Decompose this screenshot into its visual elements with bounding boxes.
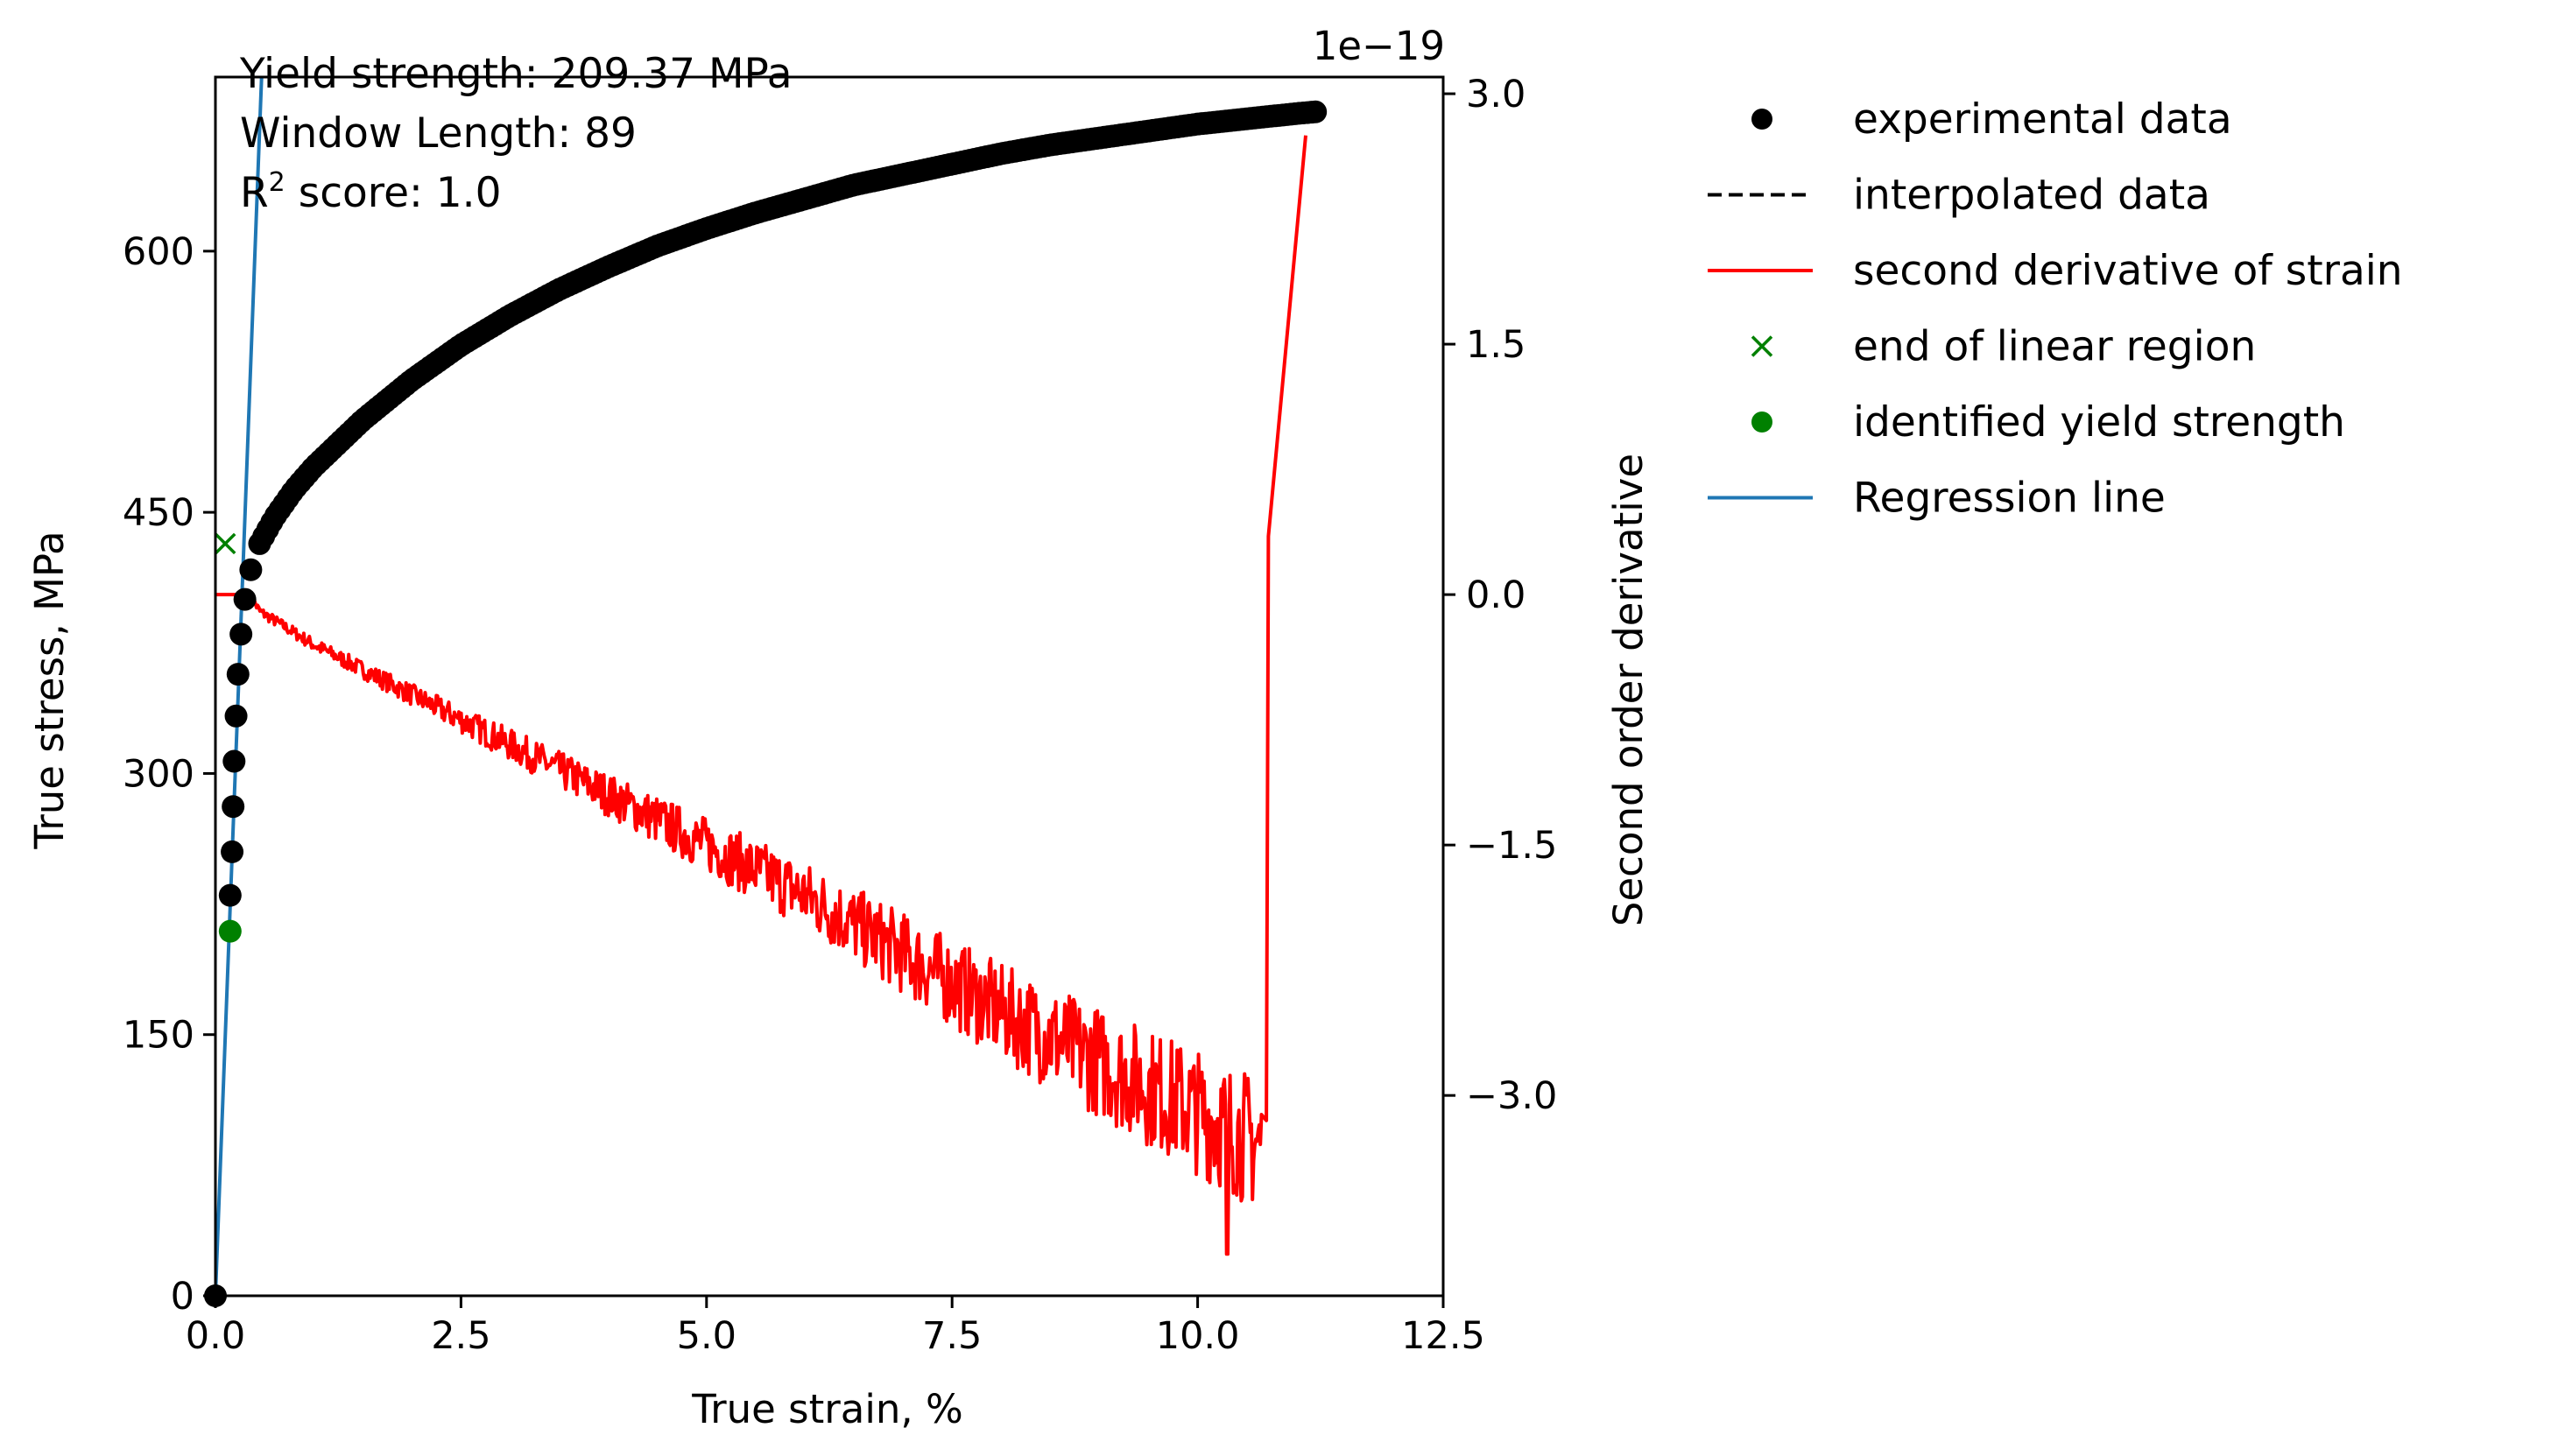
legend-label: second derivative of strain <box>1853 247 2403 295</box>
legend: experimental data interpolated data second… <box>1708 95 2403 523</box>
legend-label: end of linear region <box>1853 323 2256 371</box>
y2-tick-label: 1.5 <box>1466 323 1526 367</box>
y2-tick-label: −1.5 <box>1466 824 1557 868</box>
experimental-data-point <box>222 749 246 773</box>
plot-area <box>204 77 1328 1307</box>
x-tick-label: 0.0 <box>186 1314 245 1358</box>
regression-line <box>215 77 264 1296</box>
experimental-data-point <box>226 663 250 686</box>
y-tick-label: 600 <box>123 230 194 274</box>
experimental-data-point <box>221 840 244 863</box>
legend-marker <box>1751 411 1772 433</box>
legend-label: Regression line <box>1853 475 2166 523</box>
end-of-linear-region-stroke <box>214 532 236 555</box>
r2-score-text: score: 1.0 <box>285 169 502 217</box>
identified-yield-strength-point <box>218 919 242 943</box>
y2-tick-label: 0.0 <box>1466 573 1526 617</box>
experimental-data-point <box>224 704 248 728</box>
x-tick-label: 2.5 <box>431 1314 490 1358</box>
x-tick-label: 10.0 <box>1156 1314 1240 1358</box>
x-axis-label: True strain, % <box>691 1386 962 1432</box>
r2-symbol: R <box>240 169 269 217</box>
yield-strength-annotation: Yield strength: 209.37 MPa <box>239 50 793 98</box>
legend-marker <box>1751 335 1773 357</box>
y-axis-label: True stress, MPa <box>26 531 73 849</box>
window-length-annotation: Window Length: 89 <box>240 109 637 158</box>
end-of-linear-region-marker <box>214 532 236 555</box>
y2-tick-label: −3.0 <box>1466 1074 1557 1118</box>
y-tick-label: 0 <box>171 1275 194 1319</box>
experimental-data-point <box>233 587 257 611</box>
experimental-data-point <box>1304 100 1328 123</box>
annotations: Yield strength: 209.37 MPa Window Length… <box>26 23 1652 1432</box>
y2-axis-label: Second order derivative <box>1605 454 1652 926</box>
legend-marker <box>1751 109 1772 130</box>
x-tick-label: 12.5 <box>1401 1314 1485 1358</box>
r2-score-annotation: R2 score: 1.0 <box>240 167 502 217</box>
legend-label: interpolated data <box>1853 172 2210 220</box>
y2-tick-label: 3.0 <box>1466 73 1526 116</box>
experimental-data-point <box>222 795 245 819</box>
r2-superscript: 2 <box>269 167 285 198</box>
legend-label: experimental data <box>1853 95 2232 144</box>
legend-marker-stroke <box>1751 335 1773 357</box>
y-tick-label: 450 <box>123 491 194 535</box>
x-tick-label: 7.5 <box>922 1314 982 1358</box>
plot-frame <box>214 75 1445 1298</box>
plot-clipped-group <box>215 77 1307 1296</box>
axes: 0.0 2.5 5.0 7.5 10.0 12.5 0 150 300 450 600 3.0 1.5 0… <box>123 73 1558 1358</box>
y-tick-label: 150 <box>123 1014 194 1058</box>
y-tick-label: 300 <box>123 752 194 796</box>
second-derivative-line <box>215 135 1307 1256</box>
experimental-data-point <box>229 622 253 646</box>
experimental-data-point <box>218 883 242 907</box>
y2-offset-label: 1e−19 <box>1313 23 1445 69</box>
x-tick-label: 5.0 <box>677 1314 736 1358</box>
legend-label: identified yield strength <box>1853 398 2345 447</box>
experimental-data-point <box>239 558 263 581</box>
